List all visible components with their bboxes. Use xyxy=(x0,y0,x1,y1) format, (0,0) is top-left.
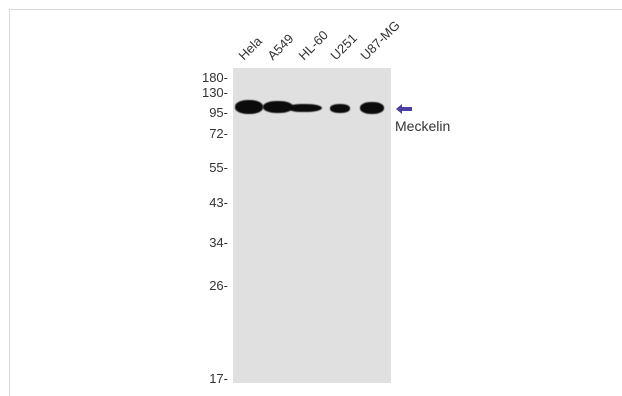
marker-26: 26- xyxy=(209,278,228,293)
lane-label-hl60: HL-60 xyxy=(295,27,332,63)
band-hl60 xyxy=(290,104,322,112)
marker-43: 43- xyxy=(209,195,228,210)
band-a549 xyxy=(263,101,293,113)
band-u87mg xyxy=(360,102,384,114)
lane-label-hela: Hela xyxy=(235,33,265,63)
band-u251 xyxy=(330,104,350,113)
marker-34: 34- xyxy=(209,235,228,250)
marker-180: 180- xyxy=(201,70,228,85)
marker-95: 95- xyxy=(209,105,228,120)
blot-membrane xyxy=(233,68,391,383)
marker-130: 130- xyxy=(201,85,228,100)
arrow-left-icon xyxy=(396,104,412,114)
lane-label-u251: U251 xyxy=(327,30,360,63)
figure-frame-left xyxy=(9,9,10,396)
lane-label-u87mg: U87-MG xyxy=(357,17,403,64)
figure-frame-top xyxy=(10,9,622,10)
band-hela xyxy=(235,100,263,114)
marker-17: 17- xyxy=(209,371,228,386)
protein-label: Meckelin xyxy=(395,118,451,134)
marker-55: 55- xyxy=(209,160,228,175)
marker-72: 72- xyxy=(209,126,228,141)
lane-label-a549: A549 xyxy=(264,30,297,63)
